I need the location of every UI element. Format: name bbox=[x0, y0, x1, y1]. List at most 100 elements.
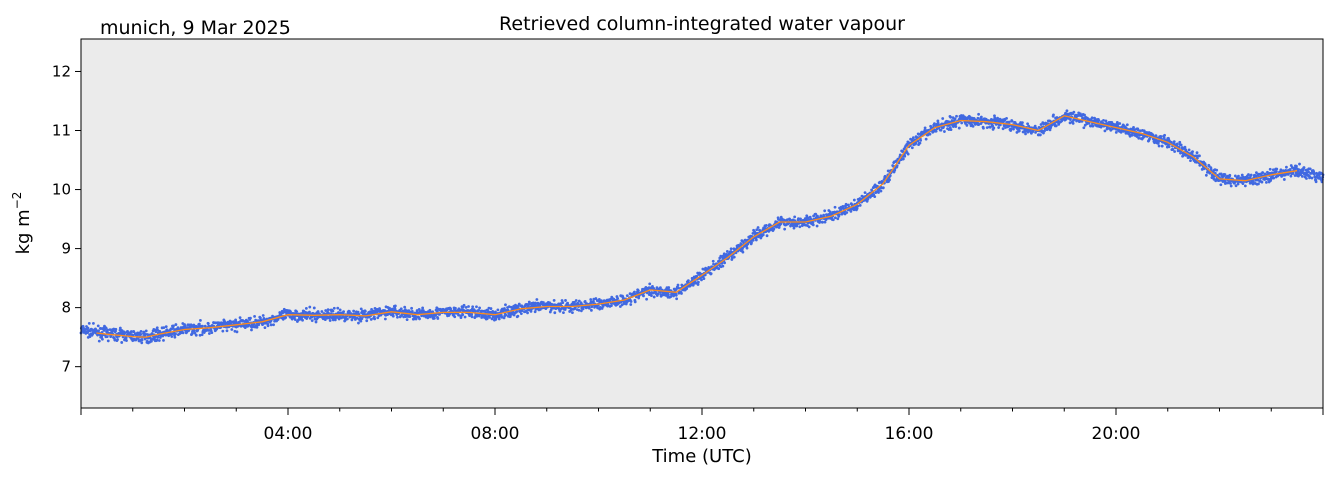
scatter-point bbox=[792, 226, 796, 230]
scatter-point bbox=[1167, 145, 1171, 149]
scatter-point bbox=[951, 116, 955, 120]
scatter-point bbox=[583, 299, 587, 303]
scatter-point bbox=[1229, 182, 1232, 185]
scatter-point bbox=[865, 199, 869, 203]
scatter-point bbox=[997, 126, 1001, 129]
scatter-point bbox=[936, 121, 940, 125]
scatter-point bbox=[249, 316, 252, 320]
scatter-point bbox=[1009, 127, 1013, 131]
scatter-point bbox=[837, 213, 841, 217]
scatter-point bbox=[1163, 133, 1166, 137]
scatter-point bbox=[342, 310, 346, 314]
scatter-point bbox=[1229, 184, 1233, 188]
scatter-point bbox=[577, 299, 581, 303]
scatter-point bbox=[1024, 132, 1027, 136]
scatter-point bbox=[114, 327, 118, 331]
scatter-point bbox=[528, 303, 532, 306]
scatter-point bbox=[592, 300, 595, 303]
scatter-point bbox=[943, 130, 946, 133]
scatter-point bbox=[836, 217, 840, 221]
scatter-point bbox=[139, 329, 143, 333]
scatter-point bbox=[359, 307, 363, 311]
x-tick-label: 12:00 bbox=[678, 424, 727, 444]
scatter-point bbox=[193, 331, 197, 335]
scatter-point bbox=[667, 286, 671, 289]
scatter-point bbox=[901, 150, 905, 153]
scatter-point bbox=[1247, 173, 1250, 176]
scatter-point bbox=[1285, 165, 1288, 169]
scatter-point bbox=[637, 296, 641, 300]
smoothed-line bbox=[96, 115, 1298, 338]
scatter-point bbox=[106, 328, 109, 332]
scatter-point bbox=[194, 333, 198, 337]
scatter-point bbox=[722, 252, 726, 256]
scatter-point bbox=[144, 329, 148, 333]
scatter-point bbox=[301, 318, 304, 322]
scatter-point bbox=[473, 310, 477, 313]
scatter-point bbox=[496, 308, 500, 312]
scatter-point bbox=[888, 178, 891, 182]
scatter-point bbox=[680, 292, 683, 295]
scatter-point bbox=[432, 316, 436, 320]
scatter-point bbox=[328, 319, 332, 322]
scatter-point bbox=[947, 120, 951, 124]
scatter-point bbox=[741, 250, 745, 254]
scatter-point bbox=[625, 294, 629, 298]
scatter-point bbox=[1240, 173, 1244, 177]
scatter-point bbox=[833, 205, 837, 209]
scatter-point bbox=[1275, 167, 1279, 171]
scatter-point bbox=[928, 132, 932, 136]
scatter-point bbox=[815, 224, 819, 228]
scatter-point bbox=[1175, 142, 1179, 146]
scatter-point bbox=[295, 310, 299, 314]
scatter-point bbox=[645, 297, 649, 301]
scatter-point bbox=[1137, 136, 1141, 140]
scatter-point bbox=[1187, 148, 1191, 152]
scatter-point bbox=[1065, 109, 1069, 113]
scatter-point bbox=[108, 328, 112, 331]
scatter-point bbox=[199, 318, 202, 322]
scatter-point bbox=[503, 307, 506, 310]
scatter-point bbox=[852, 198, 856, 202]
scatter-point bbox=[257, 323, 261, 327]
scatter-point bbox=[636, 289, 640, 293]
scatter-point bbox=[1213, 171, 1217, 175]
scatter-point bbox=[919, 138, 923, 142]
scatter-point bbox=[581, 307, 585, 311]
scatter-point bbox=[399, 307, 403, 311]
scatter-point bbox=[877, 191, 880, 194]
scatter-point bbox=[806, 216, 810, 220]
scatter-point bbox=[1268, 171, 1272, 175]
scatter-point bbox=[535, 298, 539, 301]
scatter-point bbox=[600, 307, 604, 310]
scatter-point bbox=[686, 279, 690, 283]
scatter-point bbox=[428, 308, 432, 312]
scatter-point bbox=[602, 299, 606, 303]
scatter-point bbox=[1261, 171, 1265, 174]
scatter-point bbox=[1172, 140, 1176, 144]
scatter-point bbox=[855, 207, 859, 210]
scatter-point bbox=[173, 335, 177, 339]
scatter-point bbox=[594, 297, 598, 300]
scatter-point bbox=[553, 311, 557, 315]
scatter-point bbox=[405, 318, 409, 322]
scatter-point bbox=[1021, 121, 1024, 124]
scatter-point bbox=[1162, 136, 1166, 140]
scatter-point bbox=[516, 314, 520, 318]
scatter-point bbox=[1282, 178, 1286, 181]
scatter-point bbox=[1280, 174, 1283, 178]
scatter-point bbox=[1291, 172, 1295, 175]
scatter-point bbox=[629, 303, 633, 306]
scatter-point bbox=[88, 335, 92, 339]
scatter-point bbox=[934, 129, 938, 133]
scatter-point bbox=[125, 339, 128, 342]
scatter-point bbox=[338, 308, 342, 312]
scatter-point bbox=[696, 280, 700, 284]
scatter-point bbox=[225, 329, 229, 333]
scatter-point bbox=[1142, 129, 1146, 133]
scatter-point bbox=[911, 136, 915, 140]
scatter-point bbox=[1159, 134, 1163, 138]
scatter-point bbox=[106, 339, 110, 343]
y-tick-label: 8 bbox=[61, 299, 71, 317]
scatter-point bbox=[1091, 124, 1095, 128]
